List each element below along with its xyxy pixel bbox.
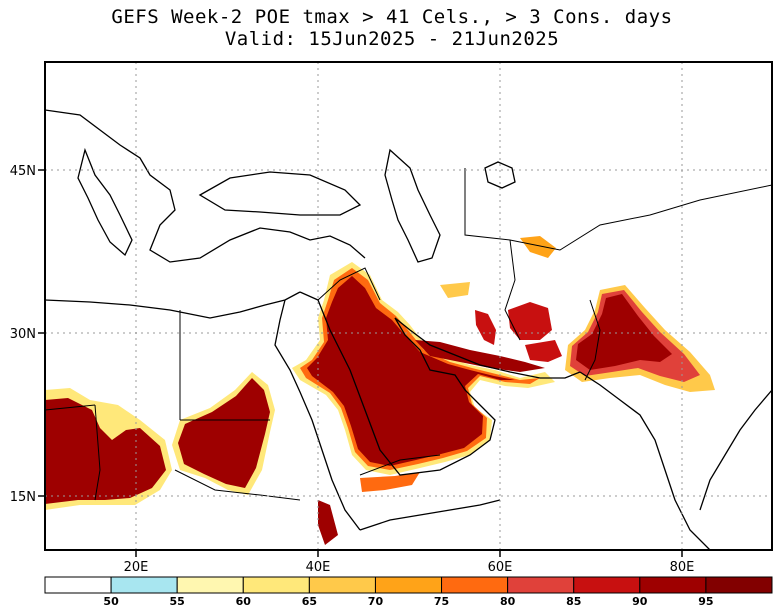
shading-arabia-dark [307,276,515,466]
lat-label-45n: 45N [10,164,36,179]
colorbar-label-80: 80 [500,595,516,608]
shading-yemen-strip [360,472,420,492]
border-chad [94,404,101,501]
colorbar-swatch-10 [705,576,773,594]
coast-india [579,371,711,550]
coastlines [45,109,772,550]
probability-shading [45,236,715,545]
lat-label-15n: 15N [10,490,36,505]
map-title-line2: Valid: 15Jun2025 - 21Jun2025 [224,28,560,50]
colorbar-swatch-0 [44,576,112,594]
map-frame [44,61,773,551]
coast-india-east [699,389,772,511]
colorbar-label-50: 50 [103,595,119,608]
coast-red-sea-west [274,299,361,531]
colorbar-swatch-3 [242,576,310,594]
map-title-line1: GEFS Week-2 POE tmax > 41 Cels., > 3 Con… [111,6,673,28]
colorbar-swatch-6 [441,576,509,594]
colorbar-swatch-5 [374,576,443,594]
lon-label-40e: 40E [306,560,331,575]
colorbar-label-65: 65 [302,595,317,608]
colorbar-label-85: 85 [566,595,581,608]
lon-label-20e: 20E [124,560,149,575]
border-iran-afg [504,239,521,341]
colorbar-label-70: 70 [368,595,384,608]
shading-iran-coast [415,340,545,372]
colorbar-label-90: 90 [632,595,648,608]
colorbar-label-55: 55 [170,595,185,608]
colorbar-swatch-1 [110,576,178,594]
coast-horn [359,499,501,531]
shading-turkmen [520,236,556,258]
map-area [45,62,772,550]
border-saudi-yemen [359,454,441,476]
colorbar-swatch-8 [573,576,641,594]
border-niger [45,404,96,411]
border-kazakh [464,168,772,251]
colorbar-swatch-4 [308,576,376,594]
colorbar-label-95: 95 [698,595,713,608]
country-borders [45,168,772,501]
colorbar-swatch-2 [176,576,244,594]
coast-black-sea [198,171,362,216]
coast-europe [45,109,366,263]
colorbar-label-60: 60 [236,595,252,608]
shading-iran-blob1 [475,310,496,345]
lon-label-60e: 60E [488,560,513,575]
border-iraq [317,267,381,301]
shading-pak-west [508,302,552,340]
shading-india-dark [576,294,672,370]
colorbar: 50 55 60 65 70 75 80 85 90 95 [44,576,773,608]
shading-eritrea [318,500,338,545]
coast-aral [484,161,516,189]
coast-arabia [299,291,496,476]
axis-ticks [38,169,683,557]
coast-caspian [384,148,441,263]
border-pak-india [584,299,601,381]
shading-iran-blob2 [440,282,470,298]
coast-italy [77,147,133,257]
colorbar-label-75: 75 [434,595,449,608]
colorbar-swatch-9 [639,576,707,594]
lat-label-30n: 30N [10,327,36,342]
colorbar-swatch-7 [507,576,575,594]
coast-north-africa [45,291,301,319]
shading-sudan-dark [178,378,270,488]
lon-label-80e: 80E [670,560,695,575]
shading-pak-sw [525,340,562,362]
border-sudan-south [174,469,301,501]
coast-iran [394,317,581,379]
gridlines [45,62,772,550]
